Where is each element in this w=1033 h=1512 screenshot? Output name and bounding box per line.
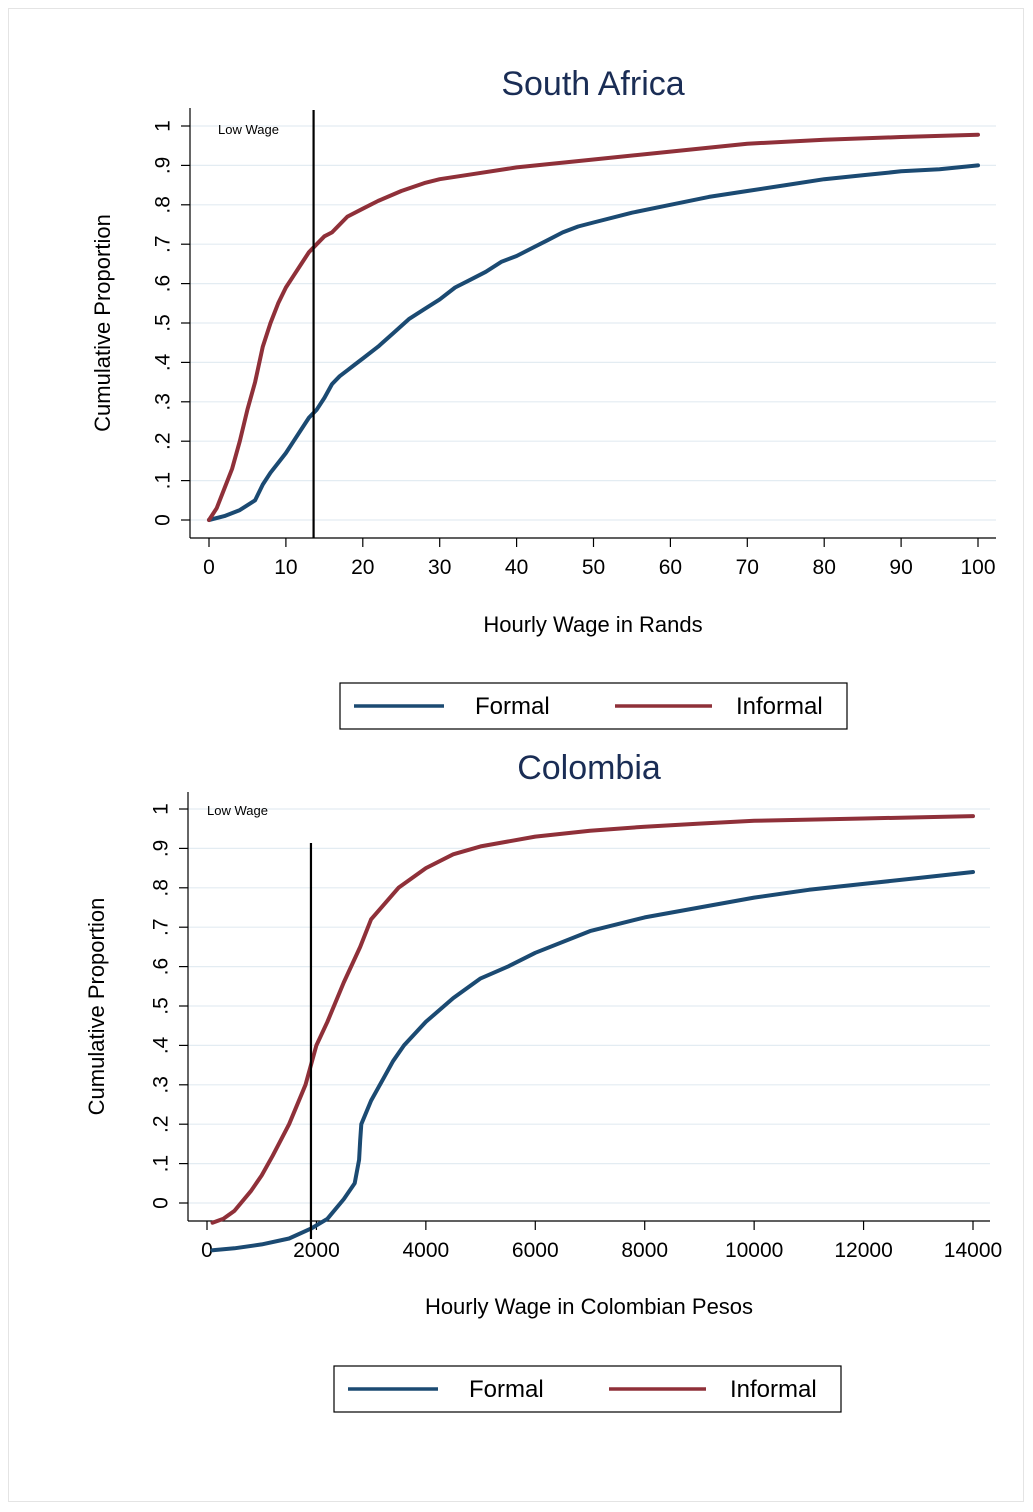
y-tick-label: .5 bbox=[152, 314, 175, 332]
series-line-informal bbox=[210, 814, 975, 1225]
y-tick-label: .3 bbox=[150, 1076, 173, 1094]
legend: Formal Informal bbox=[339, 682, 848, 730]
y-tick-label: .6 bbox=[150, 958, 173, 976]
y-axis-label: Cumulative Proportion bbox=[90, 214, 115, 432]
series-line-formal bbox=[207, 163, 980, 522]
chart-panel-1: 0 10 20 30 40 50 60 70 80 90 100 0 .1 .2 .3 .4 .5 .6 .7 .8.… bbox=[90, 65, 996, 730]
x-tick-label: 4000 bbox=[402, 1239, 449, 1262]
legend-label-informal: Informal bbox=[730, 1376, 817, 1403]
y-tick-label: 1 bbox=[152, 120, 175, 132]
y-axis-label: Cumulative Proportion bbox=[84, 898, 109, 1116]
low-wage-label: Low Wage bbox=[218, 122, 279, 137]
y-tick-label: .1 bbox=[152, 472, 175, 490]
x-tick-label: 0 bbox=[203, 556, 215, 579]
chart-panel-2: 0 2000 4000 6000 8000 10000 12000 14000 0 .1 .2 .3.… bbox=[84, 749, 1002, 1413]
x-tick-label: 8000 bbox=[621, 1239, 668, 1262]
x-tick-label: 60 bbox=[659, 556, 682, 579]
x-tick-label: 30 bbox=[428, 556, 451, 579]
x-tick-label: 12000 bbox=[834, 1239, 892, 1262]
y-tick-label: 0 bbox=[152, 514, 175, 526]
x-tick-label: 6000 bbox=[512, 1239, 559, 1262]
y-tick-label: .6 bbox=[152, 275, 175, 293]
x-axis-label: Hourly Wage in Colombian Pesos bbox=[425, 1294, 753, 1319]
figure-frame bbox=[8, 8, 1024, 1502]
y-tick-label: .8 bbox=[150, 879, 173, 897]
x-axis-label: Hourly Wage in Rands bbox=[483, 612, 702, 637]
x-tick-label: 50 bbox=[582, 556, 605, 579]
chart-title: Colombia bbox=[517, 749, 661, 787]
legend: Formal Informal bbox=[333, 1365, 842, 1413]
x-tick-label: 10 bbox=[274, 556, 297, 579]
legend-label-formal: Formal bbox=[475, 693, 550, 720]
y-tick-label: .4 bbox=[152, 353, 175, 371]
low-wage-label: Low Wage bbox=[207, 803, 268, 818]
y-tick-label: .8 bbox=[152, 196, 175, 214]
x-tick-label: 0 bbox=[201, 1239, 213, 1262]
y-tick-label: .7 bbox=[152, 235, 175, 253]
x-tick-label: 40 bbox=[505, 556, 528, 579]
series-line-informal bbox=[207, 132, 980, 522]
chart-title: South Africa bbox=[501, 65, 684, 103]
y-tick-label: .2 bbox=[152, 432, 175, 450]
y-tick-label: 0 bbox=[150, 1197, 173, 1209]
legend-label-informal: Informal bbox=[736, 693, 823, 720]
y-tick-label: .5 bbox=[150, 997, 173, 1015]
y-tick-label: 1 bbox=[150, 803, 173, 815]
y-tick-label: .2 bbox=[150, 1115, 173, 1133]
x-tick-label: 20 bbox=[351, 556, 374, 579]
x-tick-label: 90 bbox=[889, 556, 912, 579]
y-tick-label: .4 bbox=[150, 1036, 173, 1054]
y-tick-label: .1 bbox=[150, 1155, 173, 1173]
y-tick-label: .7 bbox=[150, 918, 173, 936]
y-tick-label: .9 bbox=[152, 157, 175, 175]
series-line-formal bbox=[210, 870, 975, 1253]
x-tick-label: 2000 bbox=[293, 1239, 340, 1262]
x-tick-label: 14000 bbox=[944, 1239, 1002, 1262]
x-tick-label: 70 bbox=[736, 556, 759, 579]
y-tick-label: .9 bbox=[150, 840, 173, 858]
y-tick-label: .3 bbox=[152, 393, 175, 411]
legend-label-formal: Formal bbox=[469, 1376, 544, 1403]
x-tick-label: 100 bbox=[960, 556, 995, 579]
x-tick-label: 10000 bbox=[725, 1239, 783, 1262]
x-tick-label: 80 bbox=[813, 556, 836, 579]
